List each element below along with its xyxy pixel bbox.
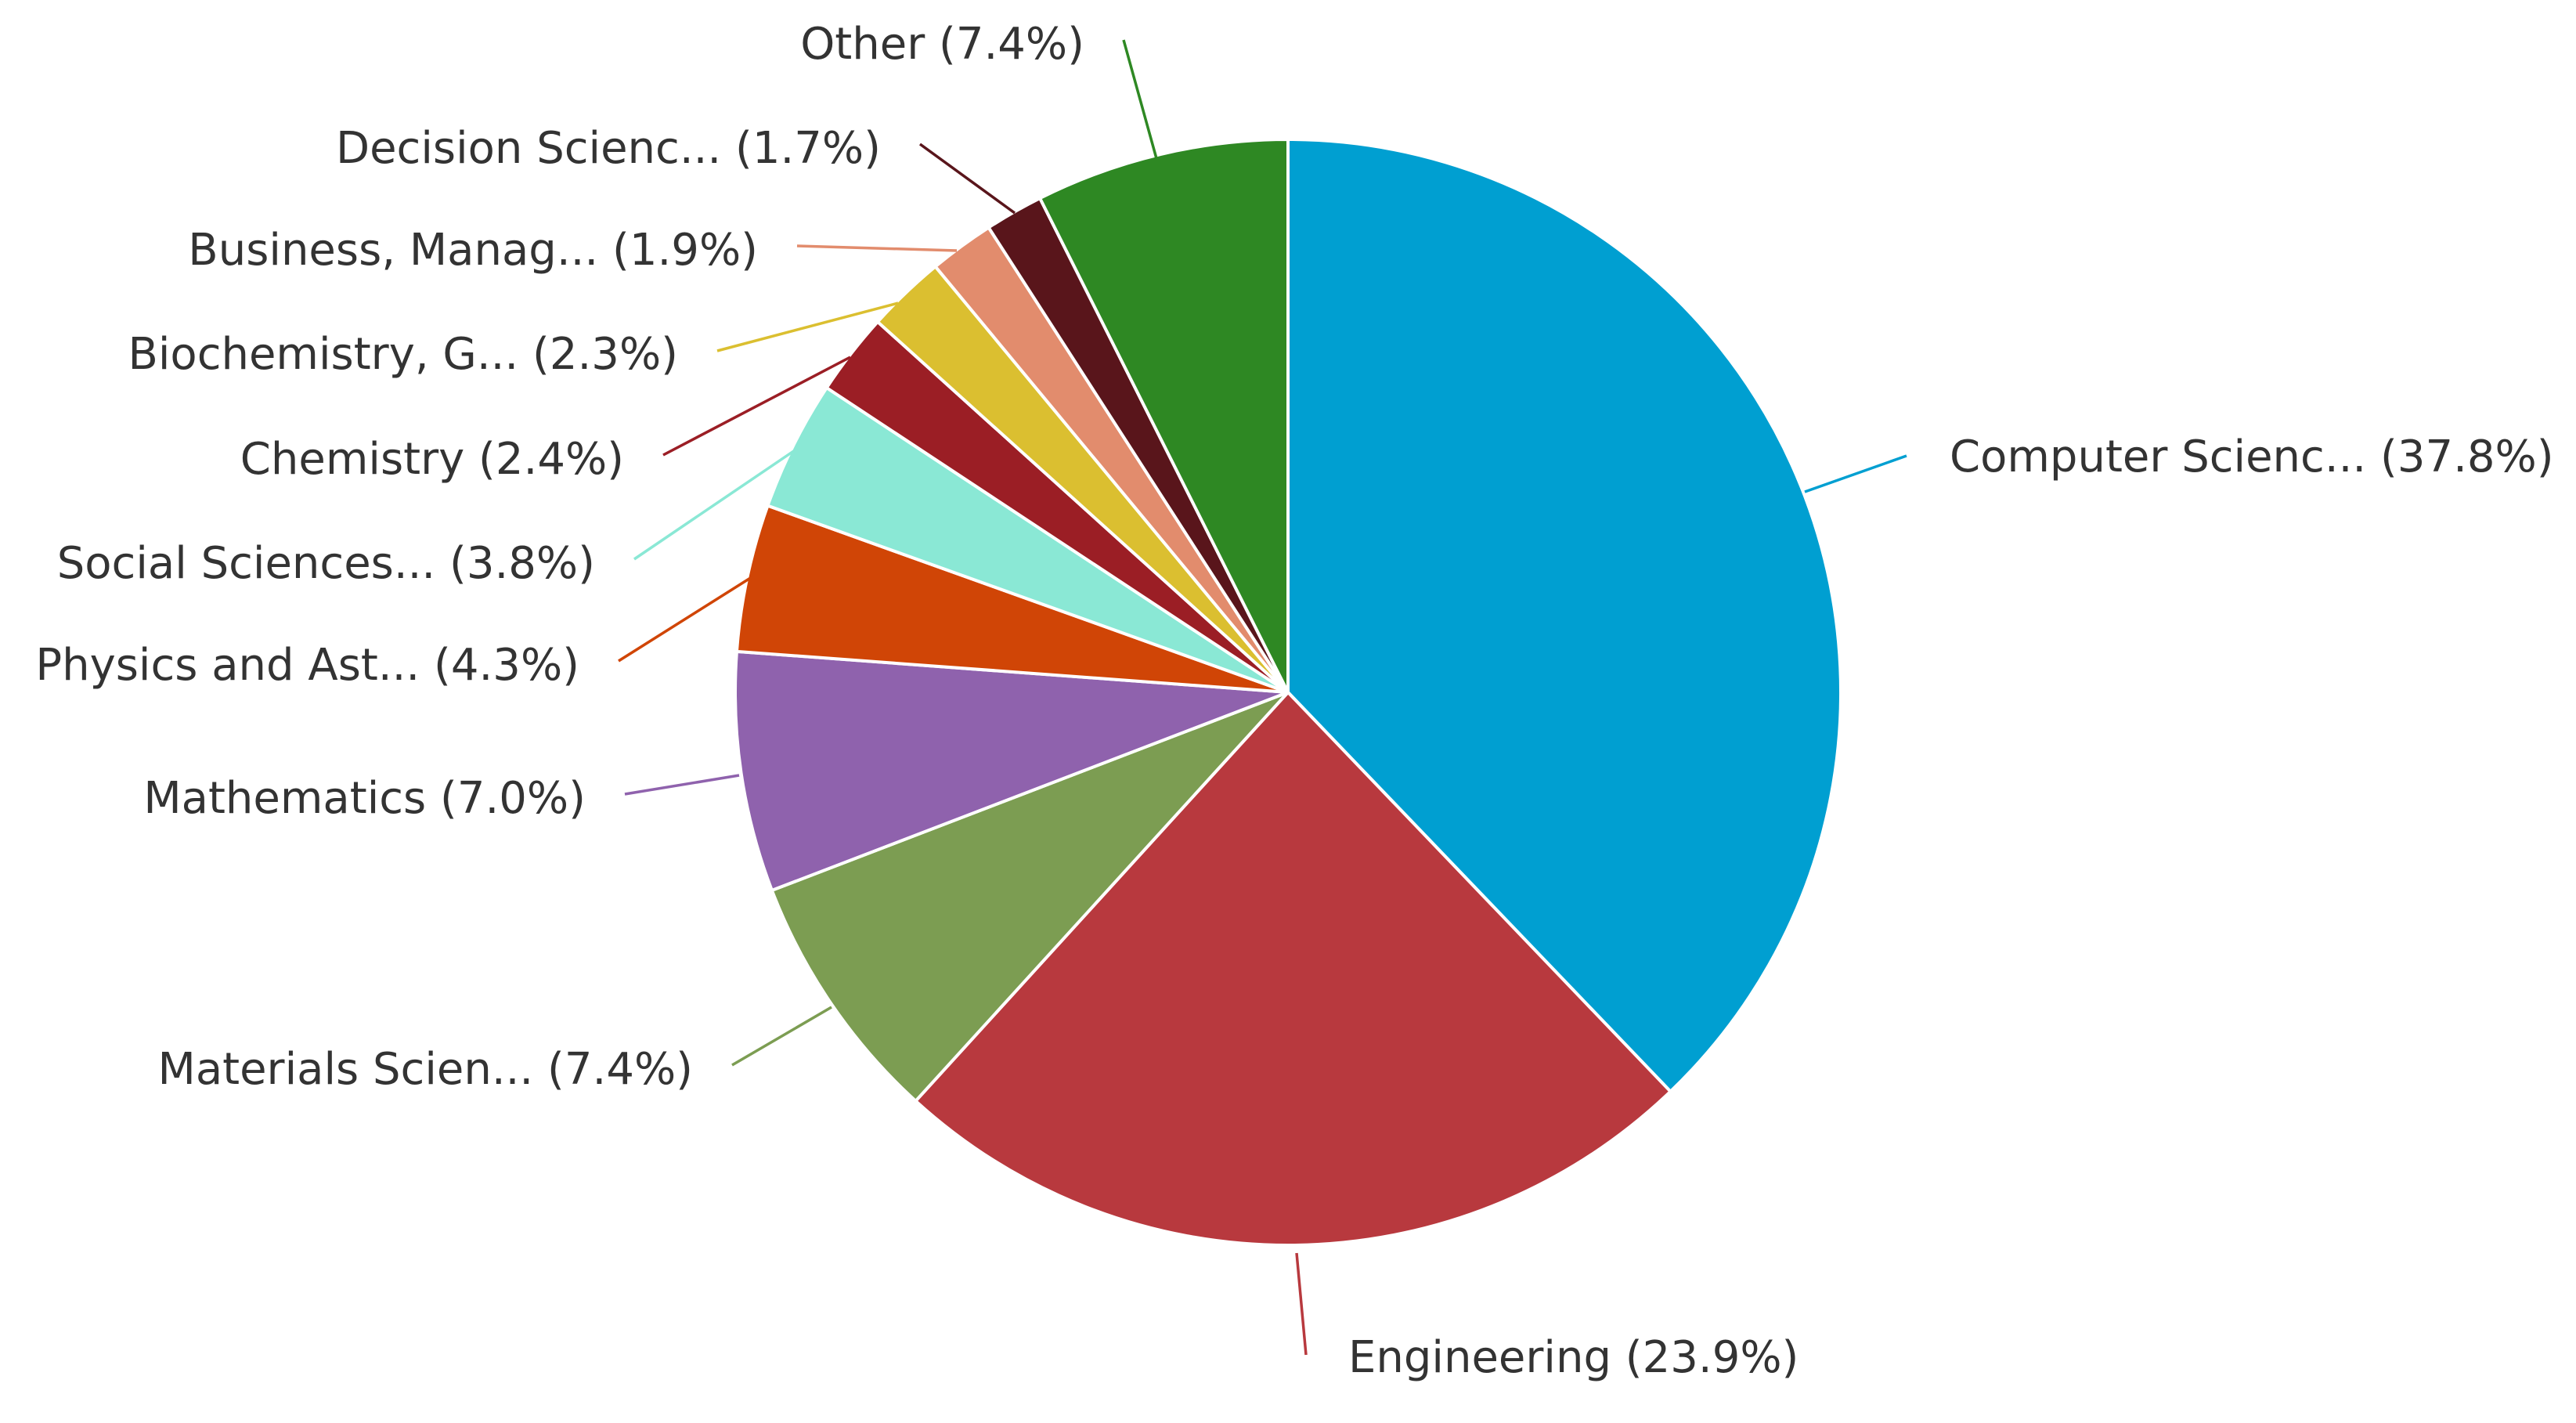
slice-label-social-sciences: Social Sciences... (3.8%)	[57, 538, 595, 589]
leader-lines-layer	[618, 39, 1907, 1356]
slice-label-decision-scienc: Decision Scienc... (1.7%)	[336, 123, 881, 174]
slice-label-other: Other (7.4%)	[800, 19, 1084, 70]
leader-line-computer-scienc	[1804, 454, 1907, 493]
slice-label-chemistry: Chemistry (2.4%)	[240, 434, 624, 485]
leader-line-materials-scien	[731, 1006, 832, 1067]
slices-layer	[734, 138, 1842, 1247]
leader-line-biochemistry-g	[716, 302, 899, 352]
leader-line-other	[1122, 39, 1159, 162]
leader-line-physics-and-ast	[618, 576, 752, 663]
leader-line-chemistry	[662, 356, 851, 457]
leader-line-mathematics	[624, 774, 740, 796]
pie-slice-mathematics[interactable]	[734, 649, 1290, 892]
slice-label-computer-scienc: Computer Scienc... (37.8%)	[1950, 432, 2554, 482]
leader-line-social-sciences	[633, 447, 798, 561]
slice-label-physics-and-ast: Physics and Ast... (4.3%)	[35, 640, 579, 691]
slice-label-materials-scien: Materials Scien... (7.4%)	[158, 1044, 693, 1095]
leader-line-engineering	[1295, 1252, 1308, 1356]
pie-slice-physics-and-ast[interactable]	[734, 504, 1290, 694]
slice-label-engineering: Engineering (23.9%)	[1348, 1332, 1799, 1383]
slice-label-mathematics: Mathematics (7.0%)	[143, 773, 586, 824]
slice-label-business-manag: Business, Manag... (1.9%)	[188, 225, 758, 276]
pie-slice-computer-scienc[interactable]	[1286, 138, 1842, 1093]
pie-slice-materials-scien[interactable]	[770, 691, 1290, 1103]
slice-label-biochemistry-g: Biochemistry, G... (2.3%)	[128, 329, 678, 380]
leader-line-business-manag	[796, 244, 958, 252]
labels-layer: Computer Scienc... (37.8%) Engineering (2…	[35, 19, 2553, 1383]
pie-slice-engineering[interactable]	[914, 691, 1672, 1247]
leader-line-decision-scienc	[918, 143, 1016, 215]
pie-slice-other[interactable]	[1038, 138, 1290, 694]
